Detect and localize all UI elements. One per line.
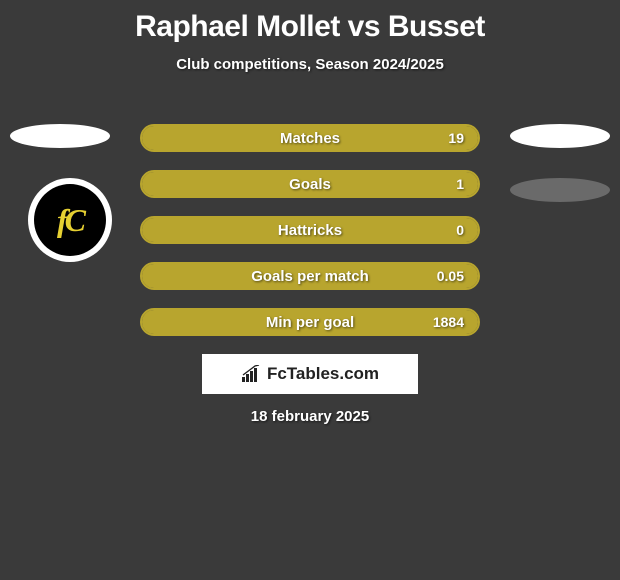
stat-row-goals: Goals 1 xyxy=(140,170,480,198)
stat-value: 0 xyxy=(456,222,464,238)
badge-ellipse-right-top xyxy=(510,124,610,148)
stat-label: Hattricks xyxy=(278,222,342,239)
stats-container: Matches 19 Goals 1 Hattricks 0 Goals per… xyxy=(140,124,480,354)
club-logo-text: fC xyxy=(57,202,83,239)
stat-row-hattricks: Hattricks 0 xyxy=(140,216,480,244)
stat-label: Goals xyxy=(289,176,331,193)
stat-row-min-per-goal: Min per goal 1884 xyxy=(140,308,480,336)
stat-label: Min per goal xyxy=(266,314,354,331)
stat-value: 19 xyxy=(448,130,464,146)
stat-row-goals-per-match: Goals per match 0.05 xyxy=(140,262,480,290)
stat-value: 1884 xyxy=(433,314,464,330)
stat-label: Matches xyxy=(280,130,340,147)
badge-ellipse-left xyxy=(10,124,110,148)
stat-value: 0.05 xyxy=(437,268,464,284)
stat-label: Goals per match xyxy=(251,268,369,285)
stat-row-matches: Matches 19 xyxy=(140,124,480,152)
bar-chart-icon xyxy=(241,365,263,383)
club-logo-inner: fC xyxy=(34,184,106,256)
club-logo: fC xyxy=(28,178,112,262)
subtitle: Club competitions, Season 2024/2025 xyxy=(0,44,620,73)
brand-text: FcTables.com xyxy=(267,364,379,384)
page-title: Raphael Mollet vs Busset xyxy=(0,0,620,44)
date-line: 18 february 2025 xyxy=(0,408,620,425)
stat-value: 1 xyxy=(456,176,464,192)
brand-box: FcTables.com xyxy=(202,354,418,394)
badge-ellipse-right-mid xyxy=(510,178,610,202)
